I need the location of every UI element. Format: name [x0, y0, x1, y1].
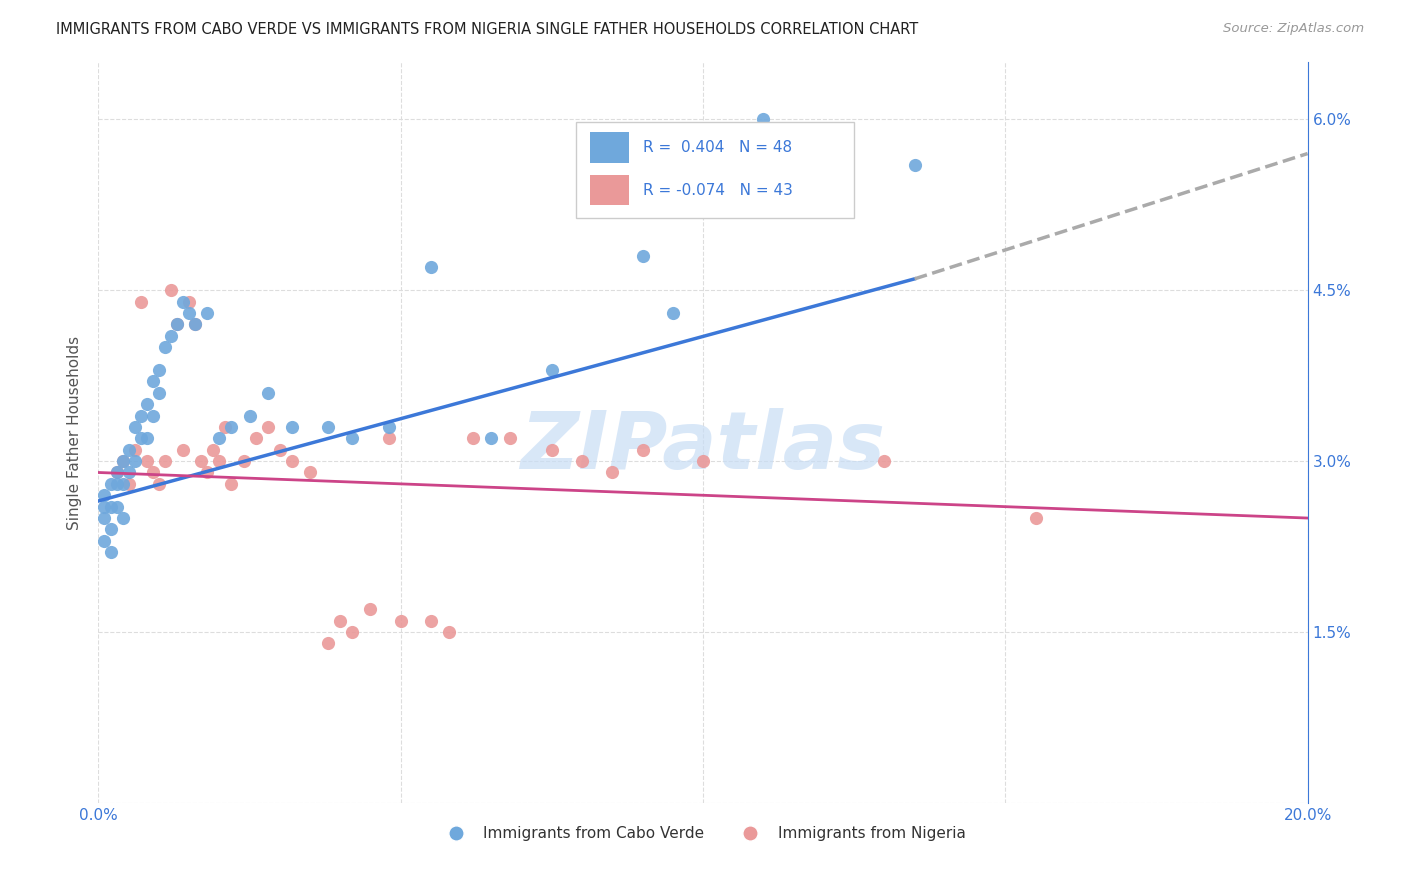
- Point: [232, 454, 254, 468]
- Point: [93, 533, 115, 548]
- Point: [873, 454, 896, 468]
- Point: [329, 614, 352, 628]
- Point: [498, 431, 520, 445]
- Point: [172, 294, 194, 309]
- Point: [179, 306, 201, 320]
- Point: [281, 420, 304, 434]
- Point: [105, 500, 128, 514]
- Point: [299, 466, 322, 480]
- Point: [105, 466, 128, 480]
- Point: [93, 488, 115, 502]
- Point: [111, 511, 134, 525]
- Point: [184, 318, 207, 332]
- Point: [904, 158, 927, 172]
- Point: [602, 466, 624, 480]
- Point: [342, 624, 364, 639]
- Point: [105, 466, 128, 480]
- Text: IMMIGRANTS FROM CABO VERDE VS IMMIGRANTS FROM NIGERIA SINGLE FATHER HOUSEHOLDS C: IMMIGRANTS FROM CABO VERDE VS IMMIGRANTS…: [56, 22, 918, 37]
- Point: [214, 420, 236, 434]
- Point: [692, 454, 714, 468]
- Point: [481, 431, 503, 445]
- Point: [93, 511, 115, 525]
- Point: [142, 409, 165, 423]
- Point: [377, 420, 399, 434]
- Point: [100, 545, 122, 559]
- Point: [153, 340, 176, 354]
- Point: [256, 420, 278, 434]
- Point: [202, 442, 225, 457]
- Point: [221, 420, 243, 434]
- Point: [540, 442, 562, 457]
- Point: [166, 318, 188, 332]
- Point: [111, 476, 134, 491]
- Point: [316, 636, 339, 650]
- Point: [316, 420, 339, 434]
- Point: [111, 454, 134, 468]
- Point: [148, 476, 170, 491]
- Point: [1024, 511, 1046, 525]
- Text: Source: ZipAtlas.com: Source: ZipAtlas.com: [1223, 22, 1364, 36]
- Point: [389, 614, 412, 628]
- Point: [377, 431, 399, 445]
- Point: [239, 409, 262, 423]
- Point: [135, 454, 157, 468]
- Point: [129, 294, 152, 309]
- Point: [129, 431, 152, 445]
- Point: [148, 363, 170, 377]
- Point: [752, 112, 775, 127]
- Point: [661, 306, 683, 320]
- Point: [124, 442, 146, 457]
- Point: [195, 466, 218, 480]
- Point: [190, 454, 212, 468]
- Point: [118, 442, 141, 457]
- Point: [184, 318, 207, 332]
- Point: [160, 328, 183, 343]
- Point: [153, 454, 176, 468]
- Point: [124, 454, 146, 468]
- Point: [160, 283, 183, 297]
- Point: [360, 602, 382, 616]
- Point: [93, 500, 115, 514]
- Legend: Immigrants from Cabo Verde, Immigrants from Nigeria: Immigrants from Cabo Verde, Immigrants f…: [434, 820, 972, 847]
- Point: [172, 442, 194, 457]
- Point: [631, 442, 654, 457]
- Text: ZIPatlas: ZIPatlas: [520, 409, 886, 486]
- Point: [281, 454, 304, 468]
- Point: [631, 249, 654, 263]
- Point: [118, 476, 141, 491]
- Point: [437, 624, 460, 639]
- Point: [208, 454, 231, 468]
- Point: [111, 454, 134, 468]
- Point: [142, 375, 165, 389]
- Point: [135, 431, 157, 445]
- Point: [129, 409, 152, 423]
- Point: [100, 523, 122, 537]
- Point: [124, 420, 146, 434]
- Point: [105, 476, 128, 491]
- Point: [571, 454, 593, 468]
- Point: [118, 466, 141, 480]
- Point: [540, 363, 562, 377]
- Point: [179, 294, 201, 309]
- Point: [221, 476, 243, 491]
- Point: [269, 442, 291, 457]
- Point: [142, 466, 165, 480]
- Point: [195, 306, 218, 320]
- Point: [148, 385, 170, 400]
- Point: [420, 260, 443, 275]
- Point: [256, 385, 278, 400]
- Point: [420, 614, 443, 628]
- Point: [463, 431, 485, 445]
- Y-axis label: Single Father Households: Single Father Households: [67, 335, 83, 530]
- Point: [208, 431, 231, 445]
- Point: [342, 431, 364, 445]
- Point: [100, 500, 122, 514]
- Point: [166, 318, 188, 332]
- Point: [135, 397, 157, 411]
- Point: [100, 476, 122, 491]
- Point: [245, 431, 267, 445]
